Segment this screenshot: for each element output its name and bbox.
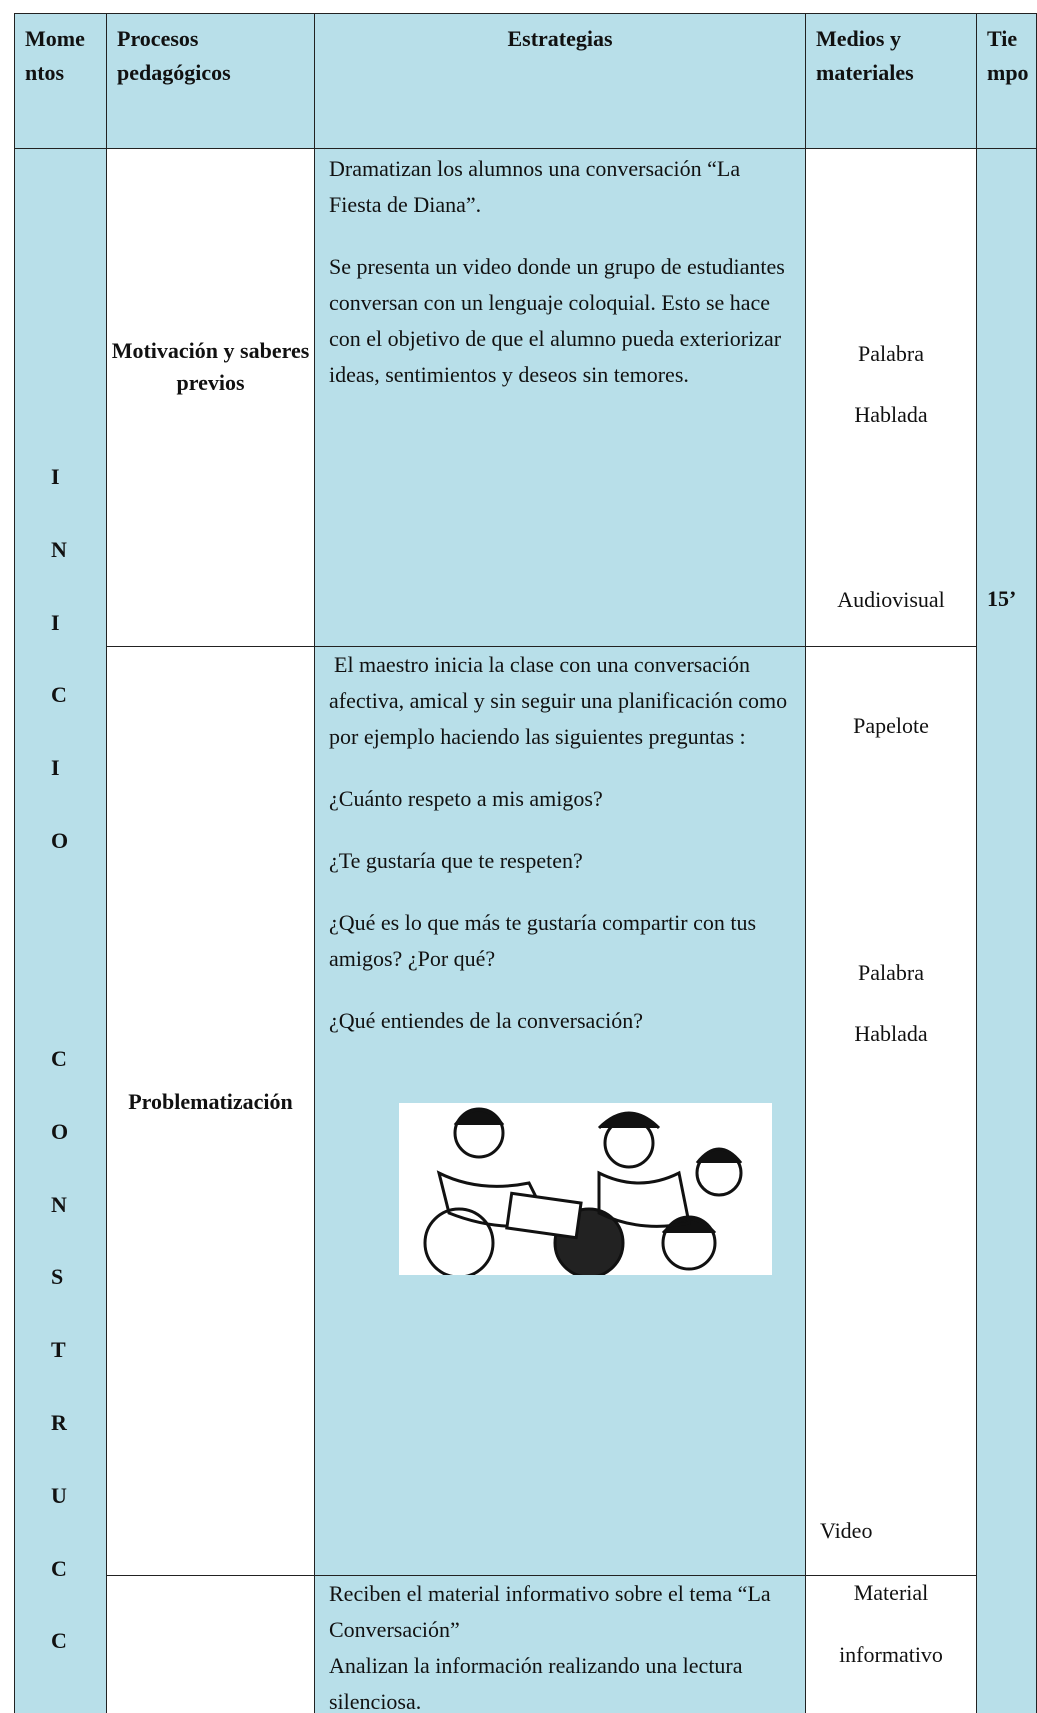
momento-letter: T <box>51 1337 66 1363</box>
medio: Material <box>853 1580 929 1605</box>
tiempo-cell: 15’ <box>976 148 1037 1713</box>
header-cell: Medios y materiales <box>805 13 977 149</box>
medios-cell: Material informativo <box>805 1575 977 1713</box>
momento-letter: I <box>51 755 60 781</box>
header-cell: Procesos pedagógicos <box>106 13 315 149</box>
momento-letter: U <box>51 1482 67 1508</box>
medio: Audiovisual <box>837 587 945 612</box>
header-cell: Tiempo <box>976 13 1037 149</box>
paragraph: ¿Qué es lo que más te gustaría compartir… <box>329 910 757 971</box>
momento-letter: I <box>51 609 60 635</box>
proceso-cell: Problematización <box>106 646 315 1576</box>
momento-letter: C <box>51 1046 67 1071</box>
medio: Hablada <box>854 1021 928 1046</box>
paragraph: Reciben el material informativo sobre el… <box>329 1581 771 1642</box>
momento-letter: O <box>51 828 69 853</box>
momento-letter: C <box>51 1628 67 1654</box>
medio: informativo <box>839 1642 943 1667</box>
estrategias: Reciben el material informativo sobre el… <box>329 1576 793 1713</box>
header-cell: Momentos <box>14 13 107 149</box>
momento-letter: N <box>51 1191 67 1217</box>
paragraph: ¿Te gustaría que te respeten? <box>329 848 583 873</box>
paragraph: Dramatizan los alumnos una conversación … <box>329 156 741 217</box>
proceso: Problematización <box>128 1089 293 1114</box>
medio: Video <box>820 1518 873 1543</box>
paragraph: El maestro inicia la clase con una conve… <box>329 652 788 749</box>
momentos-cell: I N I C I O C O N S T R U C C <box>14 148 107 1713</box>
paragraph: Analizan la información realizando una l… <box>329 1653 743 1713</box>
momento-letter: R <box>51 1410 67 1435</box>
momento-letter: I <box>51 464 60 489</box>
paragraph: Se presenta un video donde un grupo de e… <box>329 254 785 387</box>
medios-cell: Palabra Hablada Audiovisual <box>805 148 977 647</box>
medios-cell: Papelote Palabra Hablada Video <box>805 646 977 1576</box>
illustration <box>399 1103 772 1275</box>
momento-letter: C <box>51 1555 67 1581</box>
estrategias-cell: Reciben el material informativo sobre el… <box>314 1575 806 1713</box>
estrategias-cell: El maestro inicia la clase con una conve… <box>314 646 806 1576</box>
proceso-cell: Motivación y saberes previos <box>106 148 315 647</box>
paragraph: ¿Cuánto respeto a mis amigos? <box>329 786 603 811</box>
momento-letter: S <box>51 1264 64 1290</box>
momento-letter: C <box>51 682 67 708</box>
medio: Papelote <box>853 713 929 738</box>
header-cell: Estrategias <box>314 13 806 149</box>
medio: Palabra <box>858 960 924 985</box>
momento-letter: O <box>51 1118 69 1144</box>
paragraph: ¿Qué entiendes de la conversación? <box>329 1008 643 1033</box>
proceso-cell <box>106 1575 315 1713</box>
tiempo: 15’ <box>987 586 1017 611</box>
proceso: Motivación y saberes previos <box>111 338 310 395</box>
medio: Palabra <box>858 341 924 366</box>
estrategias: Dramatizan los alumnos una conversación … <box>329 151 793 419</box>
estrategias-cell: Dramatizan los alumnos una conversación … <box>314 148 806 647</box>
momento-letter: N <box>51 536 67 562</box>
medio: Hablada <box>854 402 928 427</box>
estrategias: El maestro inicia la clase con una conve… <box>329 647 793 1065</box>
